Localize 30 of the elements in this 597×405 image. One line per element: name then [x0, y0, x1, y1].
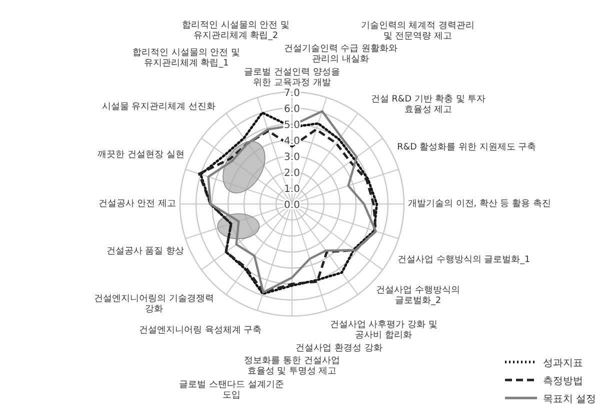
legend-label: 성과지표 — [543, 358, 583, 369]
spoke-label: 건설사업 환경성 강화 — [296, 344, 382, 354]
spoke-label: 합리적인 시설물의 안전 및 유지관리체계 확립_1 — [132, 48, 240, 69]
spoke-label: 글로벌 스탠다드 설계기준 도입 — [179, 380, 284, 401]
spoke-label: 건설공사 품질 향상 — [106, 246, 184, 257]
y-tick-label: 2.0 — [284, 168, 300, 179]
spoke-label: 건설사업 사후평가 강화 및 공사비 합리화 — [330, 320, 438, 340]
spoke-label: 건설엔지니어링 육성체계 구축 — [139, 325, 262, 336]
spoke-label: 정보화를 통한 건설사업 효율성 및 투명성 제고 — [244, 356, 340, 376]
spoke-label: 합리적인 시설물의 안전 및 유지관리체계 확립_2 — [182, 20, 290, 41]
legend-label: 측정방법 — [543, 376, 583, 387]
spoke-label: 개발기술의 이전, 확산 등 활용 촉진 — [408, 199, 551, 209]
y-tick-label: 0.0 — [284, 200, 300, 211]
spoke-label: 건설사업 수행방식의 글로벌화_2 — [376, 285, 460, 306]
spoke-label: 기술인력의 체계적 경력관리 및 전문역량 제고 — [360, 20, 474, 42]
y-tick-label: 7.0 — [284, 88, 300, 99]
spoke-label: 깨끗한 건설현장 실현 — [98, 150, 184, 160]
y-tick-label: 1.0 — [284, 184, 300, 195]
spoke-label: 건설엔지니어링의 기술경쟁력 강화 — [94, 294, 214, 314]
spoke-label: 건설 R&D 기반 확충 및 투자 효율성 제고 — [370, 94, 486, 116]
spoke-label: 시설물 유지관리체계 선진화 — [102, 102, 216, 112]
spoke-label: 글로벌 건설인력 양성을 위한 교육과정 개발 — [244, 68, 340, 88]
spoke-label: 건설공사 안전 제고 — [98, 199, 176, 209]
y-tick-label: 6.0 — [284, 104, 300, 115]
spoke-label: 건설사업 수행방식의 글로벌화_1 — [398, 254, 530, 265]
spoke-label: 건설기술인력 수급 원활화와 관리의 내실화 — [284, 44, 398, 65]
legend-label: 목표치 설정 — [543, 394, 596, 405]
y-tick-label: 5.0 — [284, 120, 300, 131]
spoke-label: R&D 활성화를 위한 지원제도 구축 — [397, 142, 536, 152]
y-tick-label: 3.0 — [284, 152, 300, 163]
